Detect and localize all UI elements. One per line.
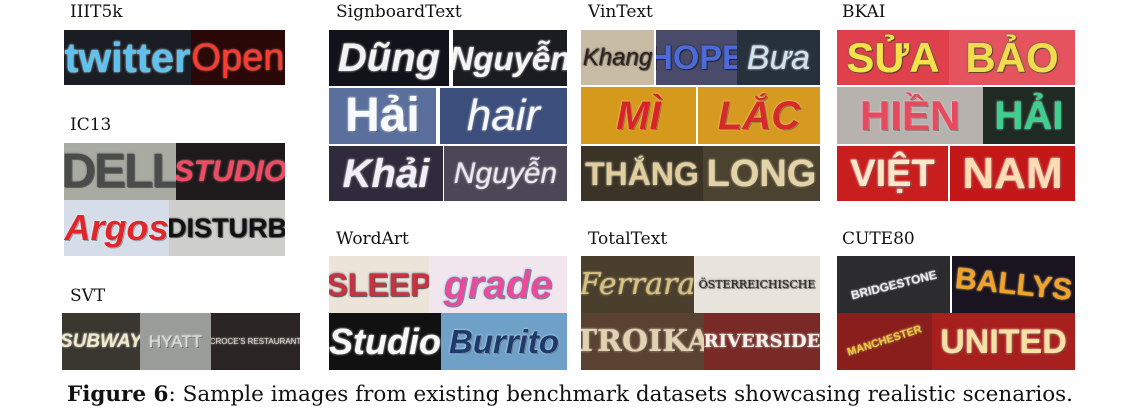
sample-image: MANCHESTER [837, 313, 932, 370]
sample-text: VIỆT [850, 152, 935, 195]
sample-text: Ferrara [581, 266, 694, 302]
sample-text: Burrito [449, 323, 559, 360]
sample-image: twitter [64, 30, 191, 85]
sample-text: twitter [64, 33, 191, 81]
sample-image: Argos [64, 200, 169, 256]
sample-image: LONG [703, 146, 820, 201]
sample-text: Bưa [746, 38, 811, 77]
figure-label: Figure 6 [66, 382, 169, 407]
sample-text: HYATT [148, 332, 203, 351]
sample-text: BRIDGESTONE [849, 267, 938, 302]
sample-image: SUBWAY [62, 313, 140, 370]
sample-image: HẢI [983, 87, 1075, 144]
sample-image: Nguyễn [444, 146, 567, 201]
sample-image: BẢO [949, 30, 1075, 85]
label-iiit5k: IIIT5k [70, 2, 123, 22]
sample-text: NAM [962, 148, 1063, 198]
sample-image: DISTURB [169, 200, 285, 256]
sample-text: grade [443, 262, 553, 307]
sample-text: ÖSTERREICHISCHE [698, 278, 816, 291]
sample-image: Khải [329, 146, 443, 201]
sample-image: HOPE [656, 30, 737, 85]
sample-text: Khang [582, 43, 653, 71]
label-wordart: WordArt [336, 229, 409, 249]
sample-text: UNITED [940, 322, 1067, 361]
sample-text: BALLYS [953, 261, 1074, 307]
sample-image: NAM [950, 146, 1075, 201]
sample-image: TROIKA [581, 313, 704, 370]
sample-text: HOPE [656, 38, 737, 77]
sample-text: Open [191, 36, 285, 79]
sample-image: UNITED [932, 313, 1075, 370]
sample-image: Burrito [441, 313, 567, 370]
sample-image: SLEEP [329, 256, 429, 313]
sample-image: THẮNG [581, 146, 703, 201]
label-ic13: IC13 [70, 115, 112, 135]
sample-text: CROCE'S RESTAURANT [211, 336, 300, 346]
sample-text: MANCHESTER [845, 323, 924, 359]
sample-text: Hải [345, 89, 420, 142]
sample-text: SLEEP [329, 266, 429, 303]
label-bkai: BKAI [842, 2, 886, 22]
sample-image: MÌ [581, 87, 696, 144]
sample-text: LONG [706, 152, 817, 195]
sample-image: RIVERSIDE [704, 313, 820, 370]
sample-image: VIỆT [837, 146, 948, 201]
label-svt: SVT [70, 286, 106, 306]
sample-text: SỬA [846, 33, 940, 81]
sample-text: TROIKA [581, 323, 704, 359]
sample-image: BRIDGESTONE [837, 256, 950, 313]
sample-text: Studio [329, 320, 441, 362]
sample-image: Open [191, 30, 285, 85]
label-vintext: VinText [588, 2, 653, 22]
caption-text: : Sample images from existing benchmark … [168, 382, 1074, 407]
sample-image: Bưa [737, 30, 820, 85]
sample-text: LẮC [717, 93, 801, 138]
sample-text: Nguyễn [453, 156, 558, 190]
sample-image: HIỀN [837, 87, 983, 144]
sample-text: Argos [64, 207, 169, 248]
sample-image: CROCE'S RESTAURANT [211, 313, 300, 370]
sample-text: Khải [342, 151, 430, 196]
sample-text: Dũng [337, 36, 441, 80]
label-totaltext: TotalText [588, 229, 668, 249]
label-cute80: CUTE80 [842, 229, 915, 249]
sample-image: STUDIO [176, 143, 285, 200]
sample-image: HYATT [140, 313, 211, 370]
sample-text: HIỀN [859, 91, 961, 139]
sample-text: HẢI [994, 93, 1064, 138]
sample-image: ÖSTERREICHISCHE [694, 256, 820, 313]
sample-text: DELL [64, 144, 176, 198]
sample-text: THẮNG [585, 155, 699, 192]
label-signboardtext: SignboardText [336, 2, 462, 22]
sample-image: Nguyễn [453, 30, 567, 86]
sample-image: DELL [64, 143, 176, 200]
sample-image: Studio [329, 313, 441, 370]
sample-image: Khang [581, 30, 654, 85]
figure-caption: Figure 6: Sample images from existing be… [8, 382, 1132, 407]
sample-text: DISTURB [169, 212, 285, 243]
sample-text: hair [466, 91, 541, 140]
sample-image: grade [429, 256, 567, 313]
sample-image: SỬA [837, 30, 949, 85]
sample-text: SUBWAY [62, 331, 140, 352]
sample-image: hair [440, 88, 567, 144]
sample-image: BALLYS [952, 256, 1075, 313]
sample-text: BẢO [965, 33, 1059, 81]
sample-text: MÌ [616, 93, 661, 138]
sample-text: STUDIO [176, 154, 285, 188]
sample-image: Ferrara [581, 256, 694, 313]
sample-image: Dũng [329, 30, 449, 86]
sample-image: Hải [329, 88, 436, 144]
sample-text: RIVERSIDE [704, 330, 820, 352]
sample-image: LẮC [698, 87, 820, 144]
sample-text: Nguyễn [453, 39, 567, 77]
